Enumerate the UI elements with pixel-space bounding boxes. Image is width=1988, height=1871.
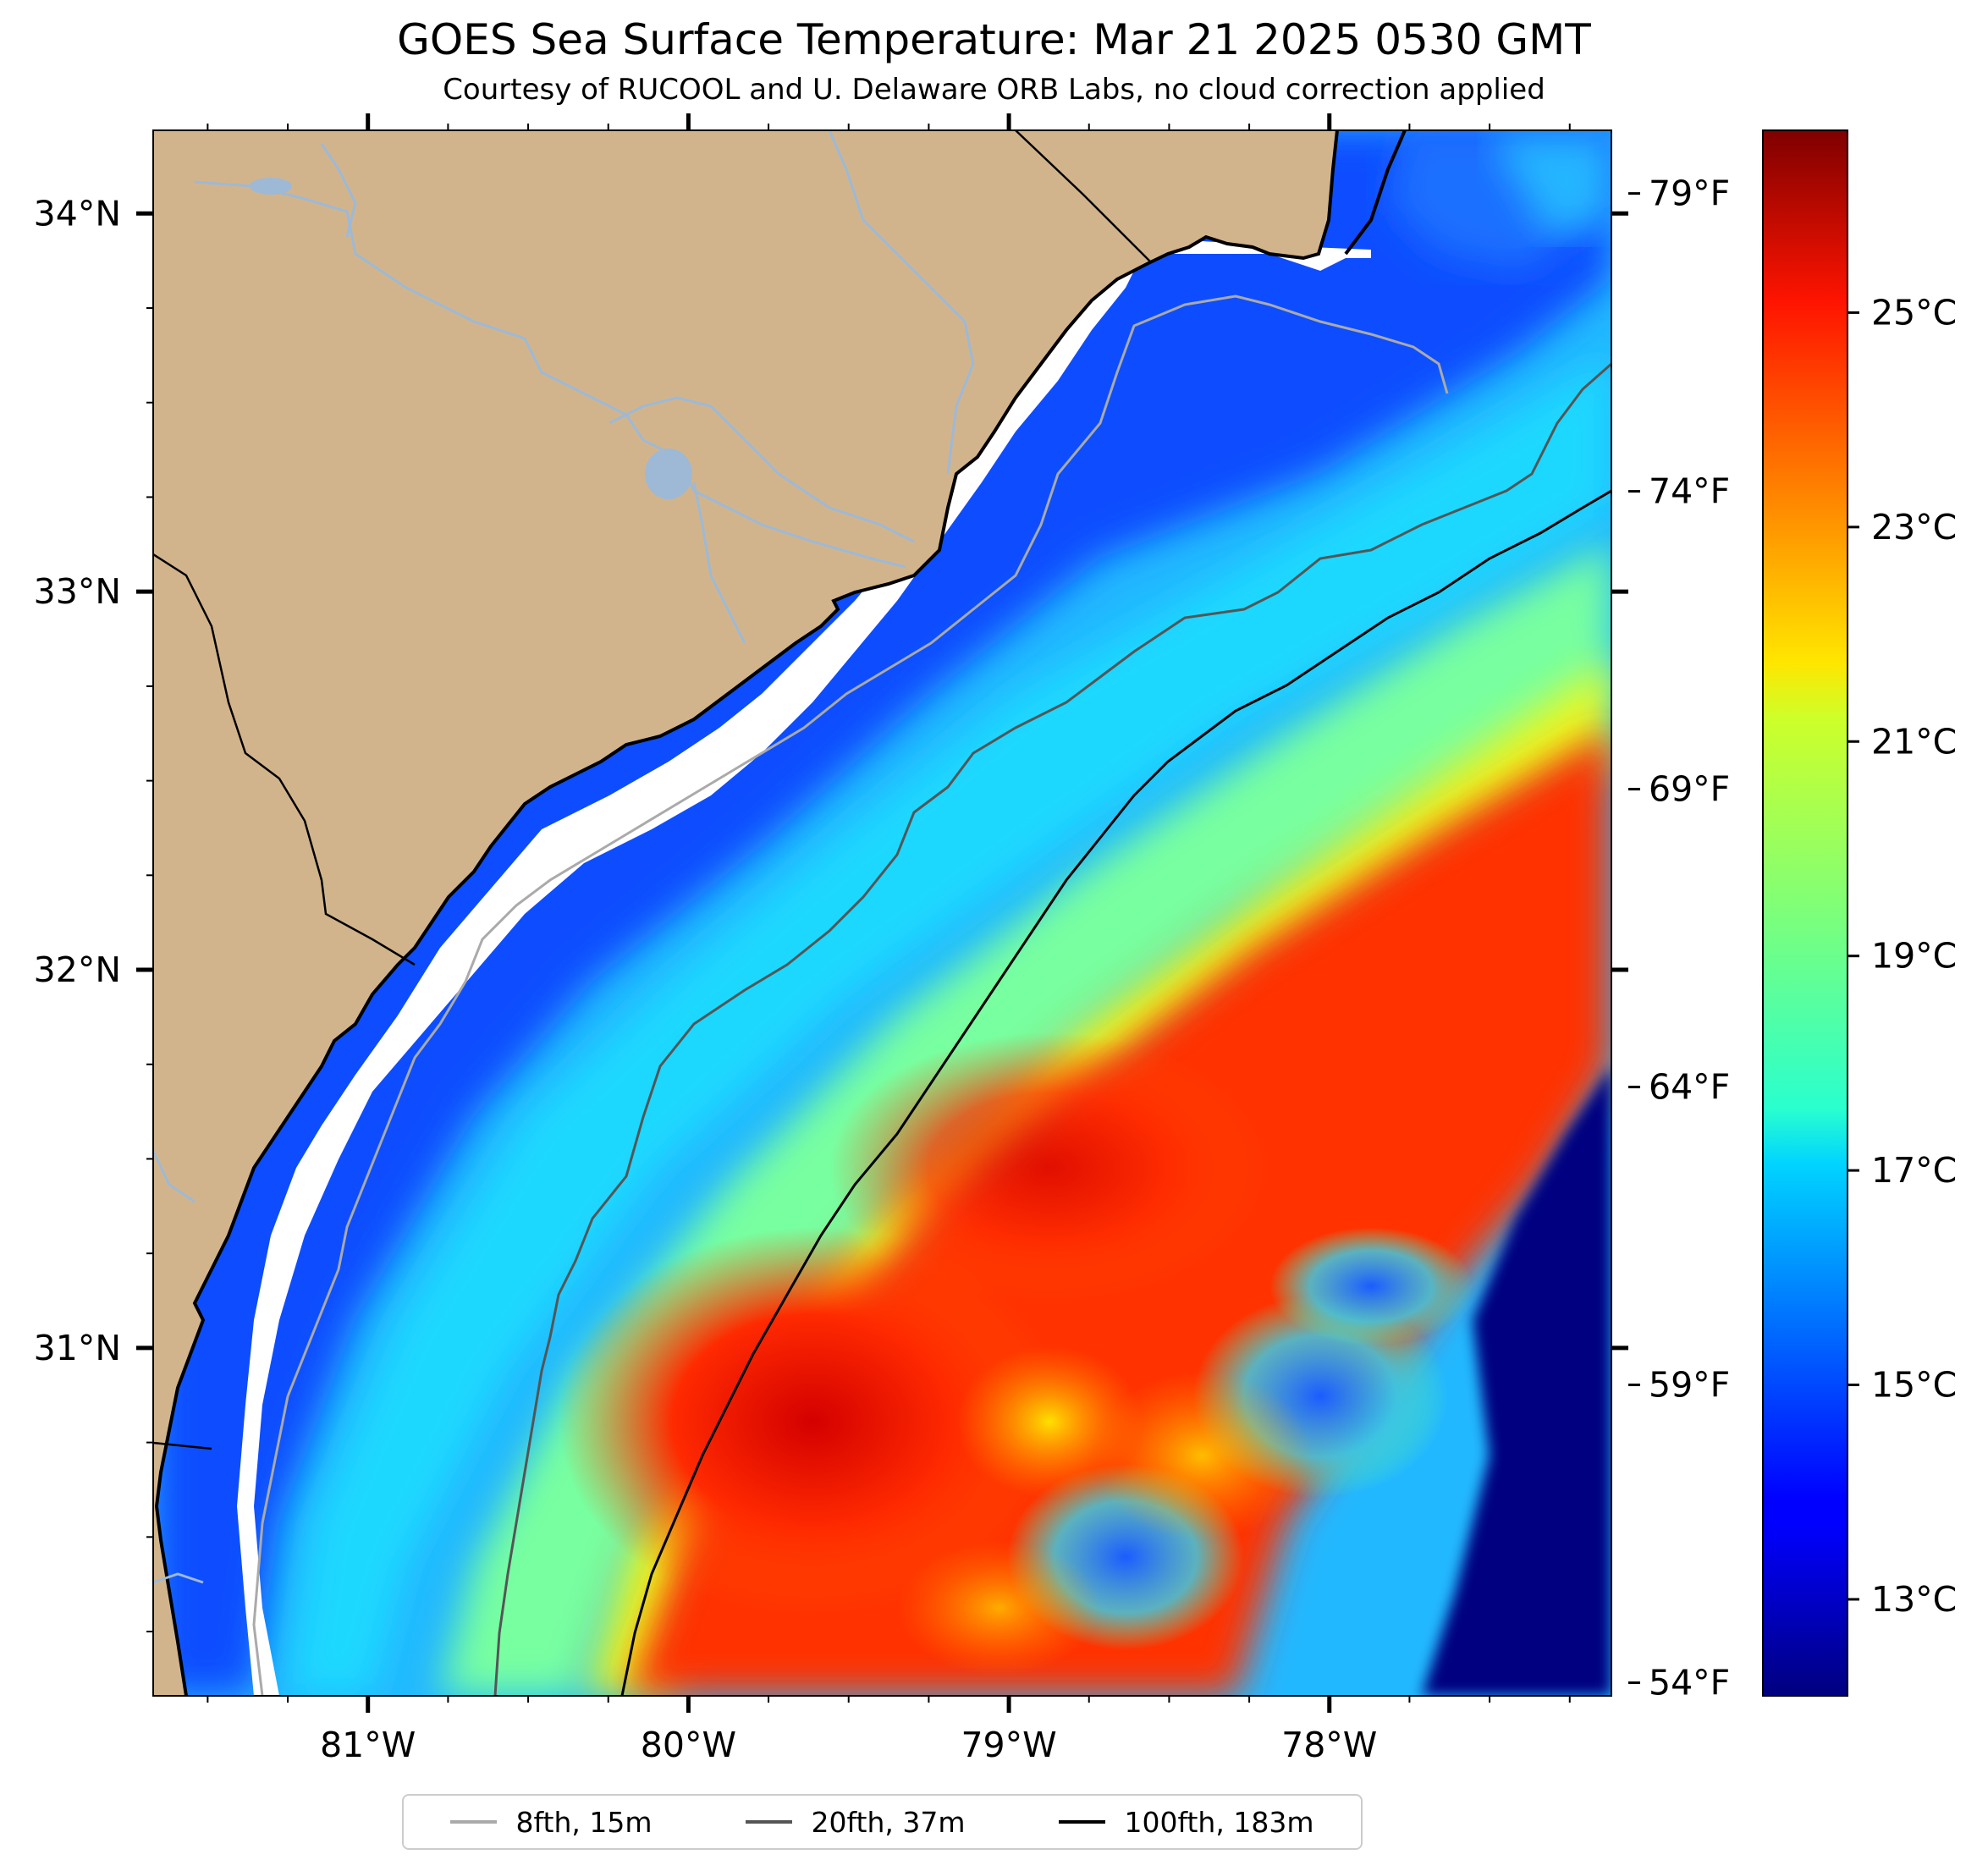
colorbar-tick-label: 17°C <box>1871 1150 1957 1191</box>
state-border-fl-ga <box>153 1441 212 1450</box>
land-mass <box>153 130 1337 1696</box>
colorbar <box>1762 129 1848 1697</box>
longitude-axis: 81°W 80°W 79°W 78°W <box>207 113 1571 1765</box>
legend-label-8fth: 8fth, 15m <box>515 1805 653 1839</box>
lake-moultrie <box>250 178 292 195</box>
legend-item-100fth: 100fth, 183m <box>1059 1806 1313 1839</box>
fahrenheit-tick-label: 74°F <box>1649 471 1730 512</box>
coastline <box>154 130 1339 1696</box>
lat-tick-label: 32°N <box>34 949 121 990</box>
legend-swatch-8fth <box>450 1820 498 1824</box>
latitude-axis: 34°N 33°N 32°N 31°N <box>34 193 1628 1633</box>
legend-label-100fth: 100fth, 183m <box>1124 1805 1314 1839</box>
lon-tick-label: 78°W <box>1281 1725 1377 1765</box>
fahrenheit-tick-label: 59°F <box>1649 1365 1730 1406</box>
legend-item-8fth: 8fth, 15m <box>450 1805 653 1839</box>
lat-tick-label: 34°N <box>34 193 121 234</box>
lat-tick-label: 33°N <box>34 571 121 612</box>
legend-item-20fth: 20fth, 37m <box>746 1806 965 1839</box>
map-area[interactable] <box>153 127 1611 1696</box>
lon-tick-label: 81°W <box>320 1725 416 1765</box>
isobath-100fth-183m <box>620 489 1611 1696</box>
isobath-8fth-15m <box>252 294 1449 1696</box>
coastline-ne <box>1344 130 1407 256</box>
fahrenheit-tick-label: 64°F <box>1649 1067 1730 1108</box>
lake-marion <box>645 448 692 499</box>
colorbar-tick-label: 25°C <box>1871 292 1957 333</box>
legend-swatch-100fth <box>1059 1820 1106 1824</box>
lon-tick-label: 80°W <box>641 1725 736 1765</box>
isobath-legend: 8fth, 15m 20fth, 37m 100fth, 183m <box>402 1794 1363 1850</box>
map-frame <box>152 129 1612 1697</box>
fahrenheit-tick-label: 69°F <box>1649 769 1730 810</box>
colorbar-tick-label: 23°C <box>1871 507 1957 548</box>
colorbar-tick-label: 13°C <box>1871 1579 1957 1620</box>
colorbar-axis: 25°C 23°C 21°C 19°C 17°C 15°C 13°C <box>1848 292 1957 1620</box>
fahrenheit-tick-label: 54°F <box>1649 1663 1730 1703</box>
state-border-ga-sc <box>153 553 416 966</box>
map-subtitle: Courtesy of RUCOOL and U. Delaware ORB L… <box>443 73 1545 107</box>
rivers <box>153 130 975 1584</box>
colorbar-tick-label: 21°C <box>1871 721 1957 762</box>
isobath-20fth-37m <box>493 362 1611 1696</box>
colorbar-tick-label: 15°C <box>1871 1365 1957 1406</box>
legend-label-20fth: 20fth, 37m <box>811 1805 966 1839</box>
lon-tick-label: 79°W <box>961 1725 1056 1765</box>
legend-swatch-20fth <box>746 1820 793 1824</box>
fahrenheit-axis: 79°F 74°F 69°F 64°F 59°F 54°F <box>1628 173 1730 1703</box>
fahrenheit-tick-label: 79°F <box>1649 173 1730 214</box>
lat-tick-label: 31°N <box>34 1328 121 1368</box>
state-border-sc-nc <box>1015 130 1152 263</box>
coastal-no-data-strip <box>237 241 1371 1696</box>
map-title: GOES Sea Surface Temperature: Mar 21 202… <box>397 15 1591 64</box>
colorbar-tick-label: 19°C <box>1871 936 1957 977</box>
